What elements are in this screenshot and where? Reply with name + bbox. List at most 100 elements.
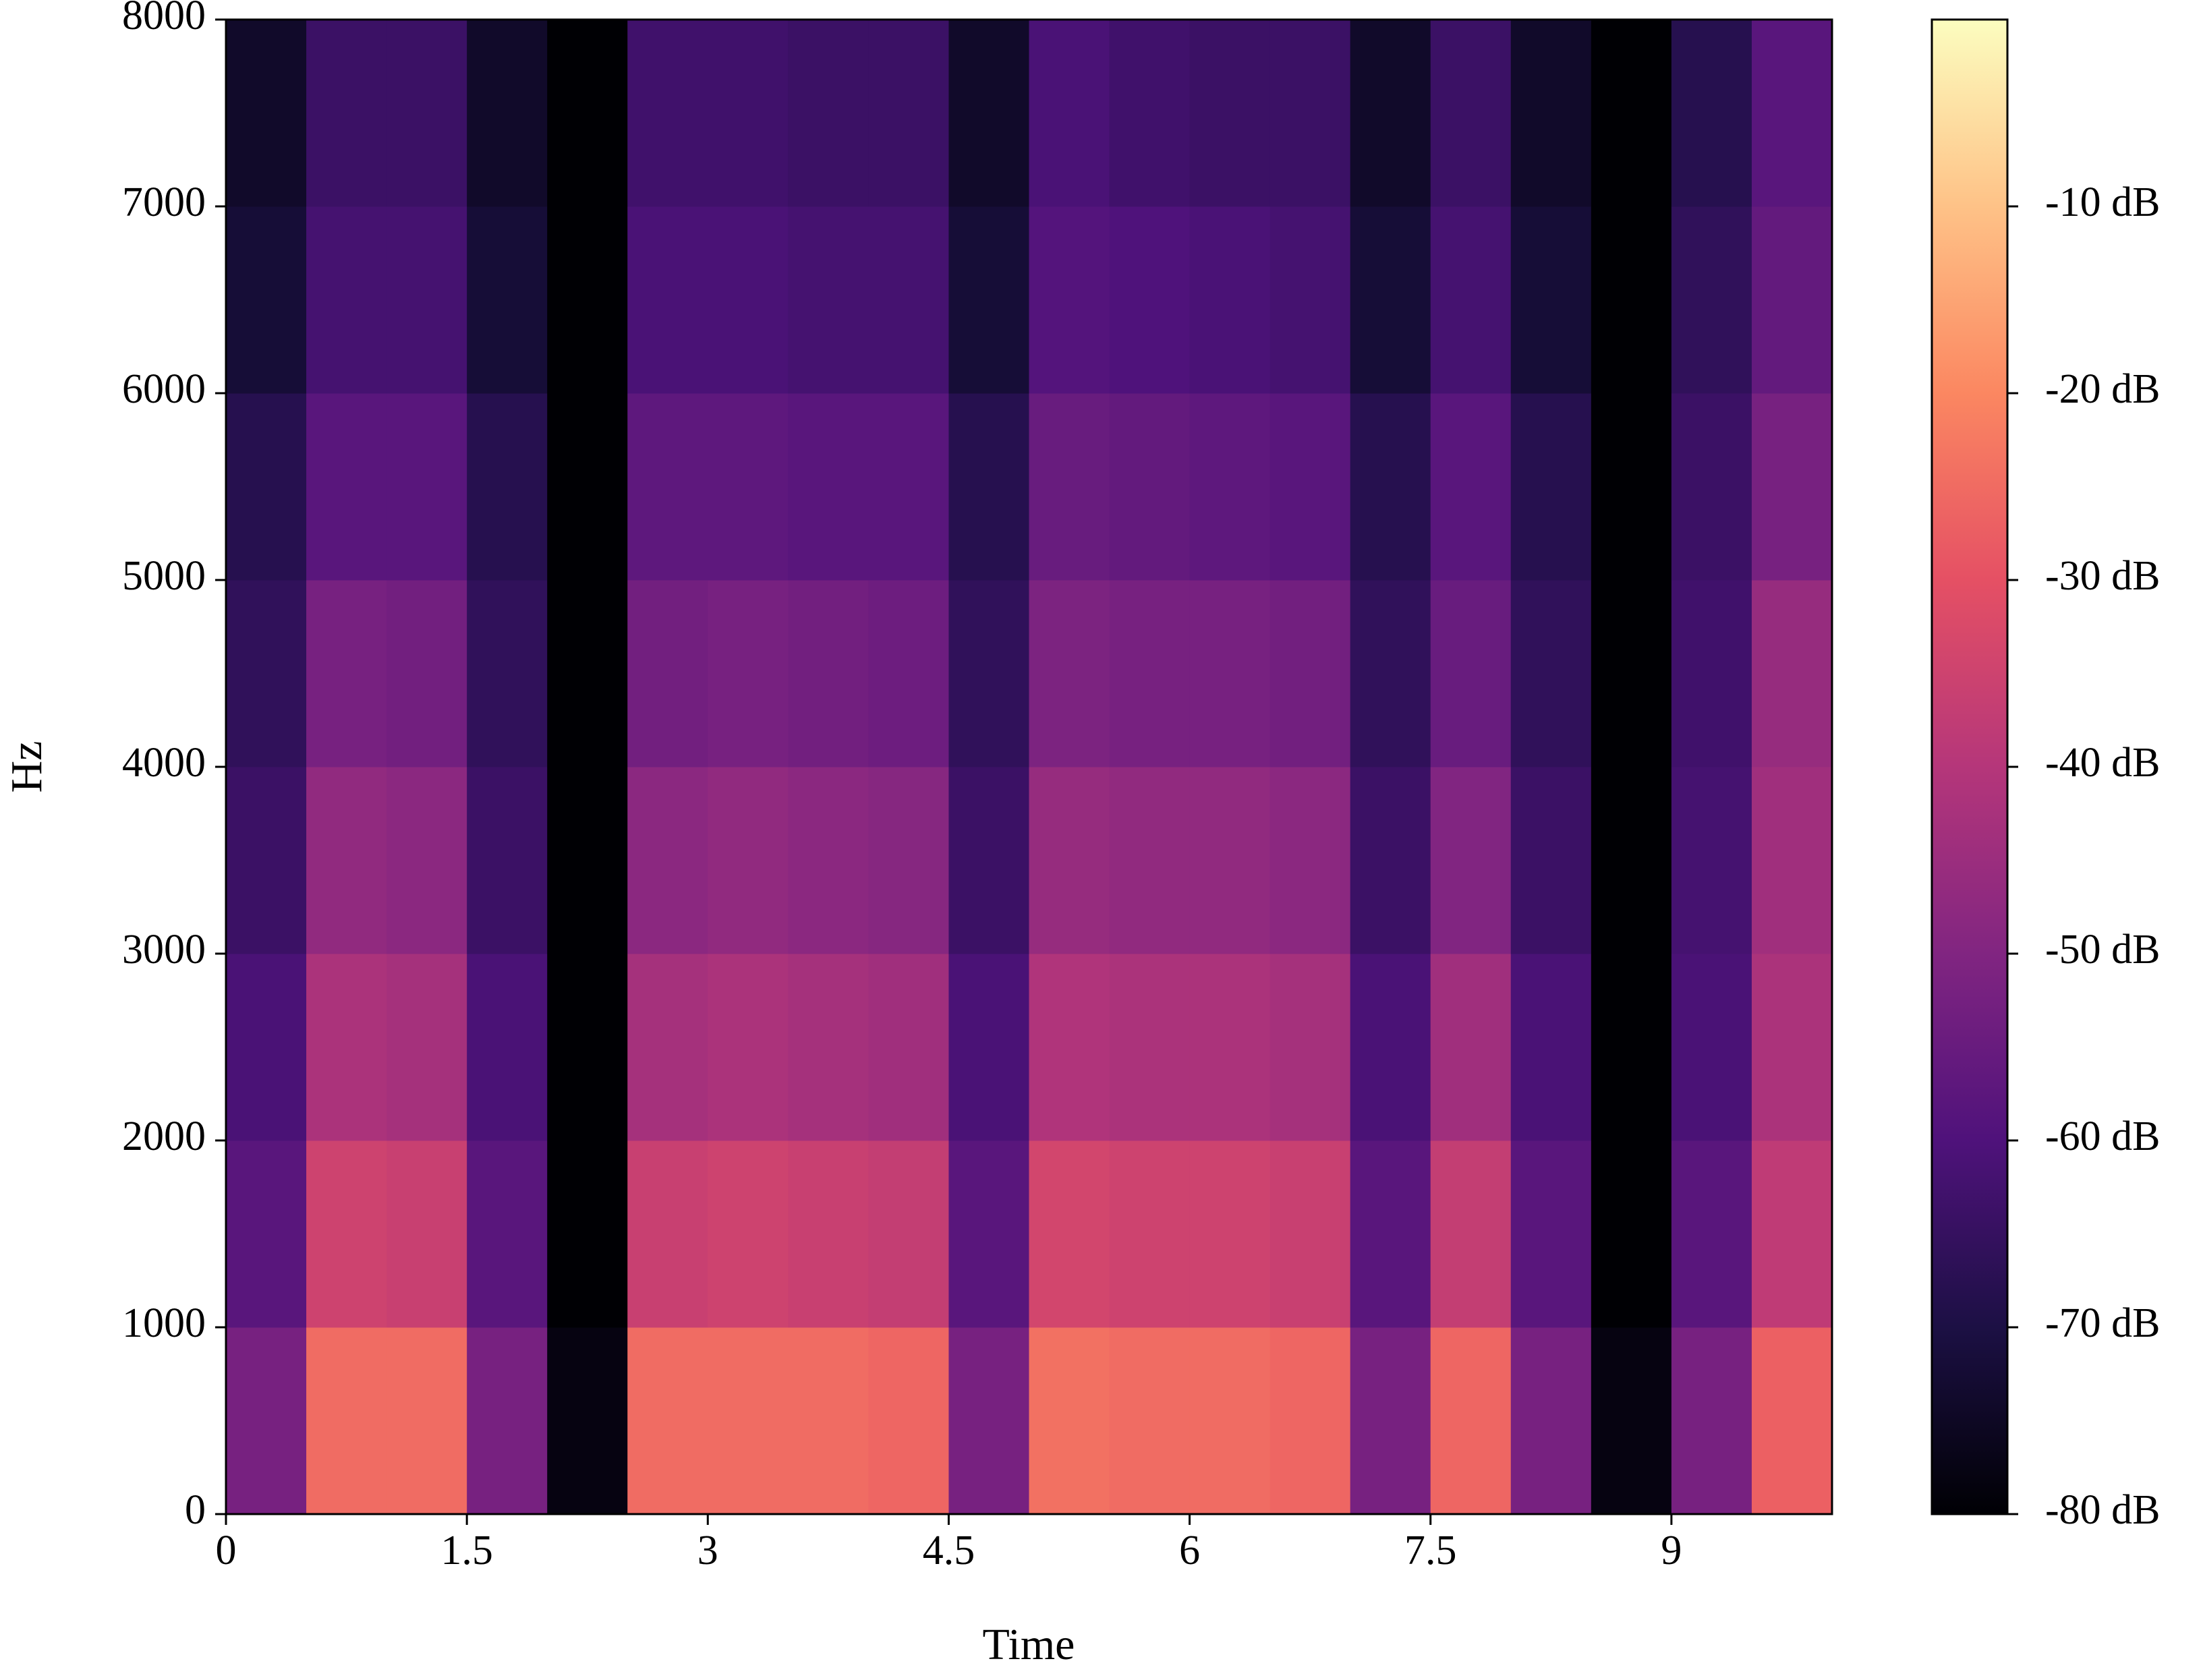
spectrogram-cell (627, 393, 708, 581)
spectrogram-cell (868, 580, 949, 767)
spectrogram-cell (1189, 393, 1271, 581)
spectrogram-cell (1109, 767, 1191, 954)
spectrogram-cell (868, 1140, 949, 1328)
spectrogram-cell (708, 1327, 789, 1515)
spectrogram-cell (1510, 206, 1592, 394)
spectrogram-cell (1430, 767, 1512, 954)
spectrogram-cell (788, 1140, 869, 1328)
spectrogram-cell (948, 767, 1029, 954)
spectrogram-cell (1510, 767, 1592, 954)
spectrogram-cell (387, 1140, 467, 1328)
spectrogram-cell (1350, 206, 1431, 394)
spectrogram-cell (1751, 767, 1833, 954)
spectrogram-cell (1269, 1327, 1351, 1515)
spectrogram-cell (708, 1140, 789, 1328)
spectrogram-cell (1510, 1327, 1592, 1515)
spectrogram-cell (1029, 20, 1110, 207)
spectrogram-cell (1751, 580, 1833, 767)
spectrogram-cell (868, 1327, 949, 1515)
y-axis-label: Hz (2, 741, 51, 793)
spectrogram-cell (1350, 767, 1431, 954)
y-tick-label: 7000 (122, 179, 206, 225)
spectrogram-cell (1269, 580, 1351, 767)
spectrogram-cell (387, 393, 467, 581)
spectrogram-cell (788, 1327, 869, 1515)
spectrogram-cell (1430, 580, 1512, 767)
spectrogram-cell (306, 954, 387, 1141)
spectrogram-cell (387, 206, 467, 394)
spectrogram-cell (788, 206, 869, 394)
spectrogram-cell (1591, 1140, 1672, 1328)
spectrogram-cell (708, 20, 789, 207)
spectrogram-cell (1029, 580, 1110, 767)
spectrogram-cell (1269, 20, 1351, 207)
spectrogram-cell (1269, 206, 1351, 394)
spectrogram-cell (467, 393, 548, 581)
spectrogram-cell (306, 20, 387, 207)
spectrogram-cell (226, 767, 307, 954)
spectrogram-cell (1189, 1140, 1271, 1328)
y-tick-label: 2000 (122, 1113, 206, 1159)
spectrogram-cell (1671, 954, 1752, 1141)
spectrogram-cell (948, 954, 1029, 1141)
spectrogram-cell (627, 580, 708, 767)
y-tick-label: 8000 (122, 0, 206, 38)
spectrogram-cell (547, 393, 628, 581)
spectrogram-cell (226, 20, 307, 207)
spectrogram-cell (1671, 580, 1752, 767)
spectrogram-cell (788, 580, 869, 767)
colorbar-tick-label: -30 dB (2045, 553, 2161, 599)
spectrogram-cell (1671, 1327, 1752, 1515)
spectrogram-cell (868, 20, 949, 207)
spectrogram-cell (788, 767, 869, 954)
spectrogram-cell (1591, 954, 1672, 1141)
spectrogram-cell (467, 1327, 548, 1515)
spectrogram-cell (1751, 1327, 1833, 1515)
spectrogram-cell (1510, 20, 1592, 207)
spectrogram-cell (1350, 1327, 1431, 1515)
colorbar-tick-label: -60 dB (2045, 1113, 2161, 1159)
spectrogram-cell (1671, 767, 1752, 954)
spectrogram-cell (547, 20, 628, 207)
spectrogram-cell (1109, 1140, 1191, 1328)
spectrogram-cell (627, 1140, 708, 1328)
spectrogram-cell (467, 20, 548, 207)
spectrogram-cell (1671, 393, 1752, 581)
spectrogram-cell (1751, 206, 1833, 394)
spectrogram-cell (1109, 954, 1191, 1141)
spectrogram-cell (467, 954, 548, 1141)
x-tick-label: 0 (216, 1528, 237, 1573)
spectrogram-cell (547, 1327, 628, 1515)
spectrogram-cell (1430, 20, 1512, 207)
spectrogram-cell (226, 206, 307, 394)
spectrogram-cell (1269, 954, 1351, 1141)
spectrogram-cell (387, 767, 467, 954)
spectrogram-cell (1591, 767, 1672, 954)
spectrogram-cell (1671, 20, 1752, 207)
spectrogram-cell (1591, 393, 1672, 581)
spectrogram-cell (1591, 20, 1672, 207)
spectrogram-cell (1510, 393, 1592, 581)
spectrogram-cell (627, 1327, 708, 1515)
spectrogram-cell (547, 580, 628, 767)
spectrogram-cell (1591, 1327, 1672, 1515)
spectrogram-cell (547, 206, 628, 394)
spectrogram-cell (387, 20, 467, 207)
spectrogram-cell (1510, 954, 1592, 1141)
spectrogram-cell (708, 767, 789, 954)
colorbar-tick-label: -80 dB (2045, 1487, 2161, 1533)
x-tick-label: 6 (1179, 1528, 1200, 1573)
spectrogram-cell (1029, 206, 1110, 394)
spectrogram-cell (627, 767, 708, 954)
x-tick-label: 7.5 (1404, 1528, 1457, 1573)
spectrogram-cell (1029, 954, 1110, 1141)
colorbar-tick-label: -20 dB (2045, 366, 2161, 412)
spectrogram-cell (788, 393, 869, 581)
spectrogram-cell (226, 580, 307, 767)
colorbar-tick-label: -10 dB (2045, 179, 2161, 225)
spectrogram-cell (1671, 1140, 1752, 1328)
spectrogram-cell (627, 954, 708, 1141)
spectrogram-cell (708, 954, 789, 1141)
spectrogram-cell (1189, 206, 1271, 394)
